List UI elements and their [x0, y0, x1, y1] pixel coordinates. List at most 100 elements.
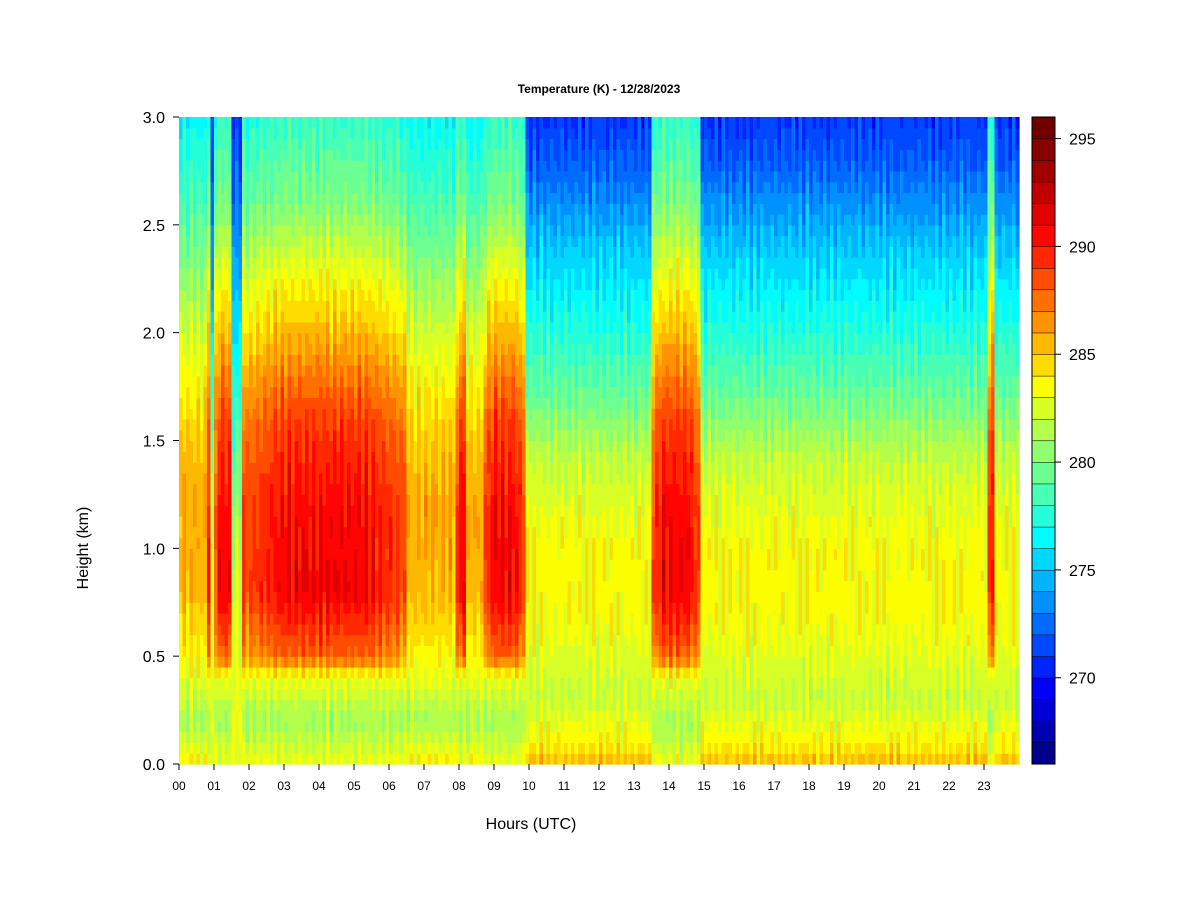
heatmap-cell [438, 138, 443, 150]
heatmap-cell [333, 731, 338, 744]
heatmap-cell [312, 289, 317, 301]
heatmap-cell [354, 537, 359, 549]
heatmap-cell [403, 440, 408, 452]
heatmap-cell [256, 537, 261, 549]
heatmap-cell [277, 203, 282, 215]
heatmap-cell [270, 138, 275, 150]
heatmap-cell [312, 526, 317, 539]
heatmap-cell [371, 580, 376, 593]
heatmap-cell [326, 634, 331, 646]
heatmap-cell [438, 742, 443, 754]
heatmap-cell [403, 494, 408, 506]
heatmap-cell [459, 408, 464, 420]
heatmap-cell [224, 365, 229, 377]
heatmap-cell [270, 537, 275, 549]
heatmap-cell [193, 170, 198, 183]
heatmap-cell [249, 289, 254, 301]
heatmap-cell [217, 365, 222, 377]
heatmap-cell [427, 127, 432, 140]
heatmap-cell [312, 537, 317, 549]
heatmap-cell [420, 375, 425, 388]
heatmap-cell [179, 429, 184, 442]
heatmap-cell [224, 224, 229, 237]
heatmap-cell [333, 160, 338, 172]
heatmap-cell [249, 462, 254, 474]
heatmap-cell [403, 548, 408, 560]
heatmap-cell [186, 602, 191, 614]
heatmap-cell [361, 569, 366, 582]
heatmap-cell [273, 548, 278, 560]
heatmap-cell [445, 127, 450, 140]
heatmap-cell [207, 257, 212, 269]
heatmap-cell [224, 494, 229, 506]
heatmap-cell [333, 267, 338, 280]
heatmap-cell [214, 688, 219, 700]
heatmap-cell [312, 365, 317, 377]
heatmap-cell [361, 192, 366, 204]
heatmap-cell [343, 160, 348, 172]
heatmap-cell [326, 192, 331, 204]
heatmap-cell [441, 515, 446, 528]
heatmap-cell [245, 365, 250, 377]
heatmap-cell [368, 526, 373, 539]
heatmap-cell [242, 375, 247, 388]
heatmap-cell [431, 472, 436, 485]
heatmap-cell [294, 408, 299, 420]
heatmap-cell [235, 170, 240, 183]
heatmap-cell [354, 149, 359, 161]
heatmap-cell [231, 720, 236, 733]
heatmap-cell [462, 537, 467, 549]
heatmap-cell [371, 138, 376, 150]
heatmap-cell [193, 440, 198, 452]
heatmap-cell [424, 418, 429, 431]
heatmap-cell [403, 710, 408, 722]
heatmap-cell [315, 386, 320, 398]
heatmap-cell [361, 300, 366, 312]
heatmap-cell [273, 160, 278, 172]
heatmap-cell [424, 332, 429, 345]
heatmap-cell [294, 149, 299, 161]
heatmap-cell [228, 397, 233, 409]
heatmap-cell [238, 602, 243, 614]
heatmap-cell [385, 472, 390, 485]
heatmap-cell [336, 289, 341, 301]
heatmap-cell [235, 365, 240, 377]
heatmap-cell [249, 408, 254, 420]
heatmap-cell [319, 235, 324, 247]
heatmap-cell [343, 440, 348, 452]
heatmap-cell [382, 688, 387, 700]
heatmap-cell [371, 548, 376, 560]
heatmap-cell [406, 418, 411, 431]
heatmap-cell [203, 483, 208, 496]
heatmap-cell [382, 699, 387, 711]
heatmap-cell [196, 278, 201, 291]
heatmap-cell [308, 569, 313, 582]
heatmap-cell [445, 753, 450, 765]
heatmap-cell [305, 343, 310, 355]
heatmap-cell [273, 311, 278, 323]
heatmap-cell [189, 505, 194, 517]
heatmap-cell [375, 613, 380, 625]
heatmap-cell [385, 666, 390, 679]
heatmap-cell [315, 472, 320, 485]
heatmap-cell [231, 321, 236, 334]
heatmap-cell [455, 278, 460, 291]
heatmap-cell [448, 127, 453, 140]
heatmap-cell [196, 515, 201, 528]
heatmap-cell [273, 181, 278, 194]
heatmap-cell [224, 160, 229, 172]
heatmap-cell [210, 181, 215, 194]
heatmap-cell [315, 117, 320, 129]
heatmap-cell [196, 408, 201, 420]
heatmap-cell [385, 343, 390, 355]
heatmap-cell [403, 483, 408, 496]
heatmap-cell [308, 127, 313, 140]
heatmap-cell [371, 192, 376, 204]
heatmap-cell [378, 149, 383, 161]
heatmap-cell [221, 699, 226, 711]
heatmap-cell [242, 386, 247, 398]
heatmap-cell [221, 214, 226, 226]
heatmap-cell [273, 246, 278, 258]
heatmap-cell [231, 224, 236, 237]
heatmap-cell [291, 645, 296, 657]
